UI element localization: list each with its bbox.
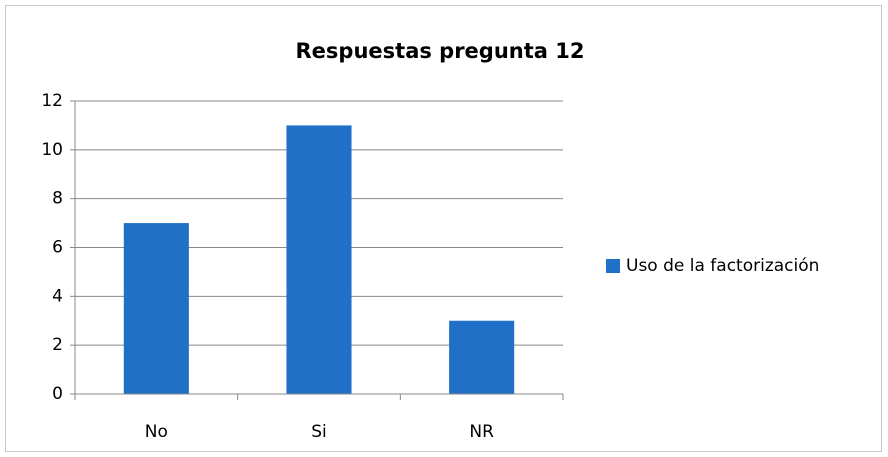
- chart-title: Respuestas pregunta 12: [296, 39, 585, 63]
- y-tick-label: 10: [41, 140, 63, 160]
- x-tick-label: No: [145, 422, 168, 442]
- bar: [286, 125, 352, 395]
- x-tick-label: Si: [311, 422, 327, 442]
- bar: [449, 320, 515, 394]
- bar: [123, 223, 189, 394]
- y-tick-label: 8: [52, 189, 63, 209]
- y-tick-label: 2: [52, 335, 63, 355]
- y-tick-label: 4: [52, 286, 63, 306]
- legend-swatch: [606, 259, 620, 273]
- legend-label: Uso de la factorización: [626, 256, 819, 276]
- y-tick-label: 12: [41, 91, 63, 111]
- x-tick-label: NR: [469, 422, 494, 442]
- y-tick-label: 0: [52, 384, 63, 404]
- y-tick-label: 6: [52, 238, 63, 258]
